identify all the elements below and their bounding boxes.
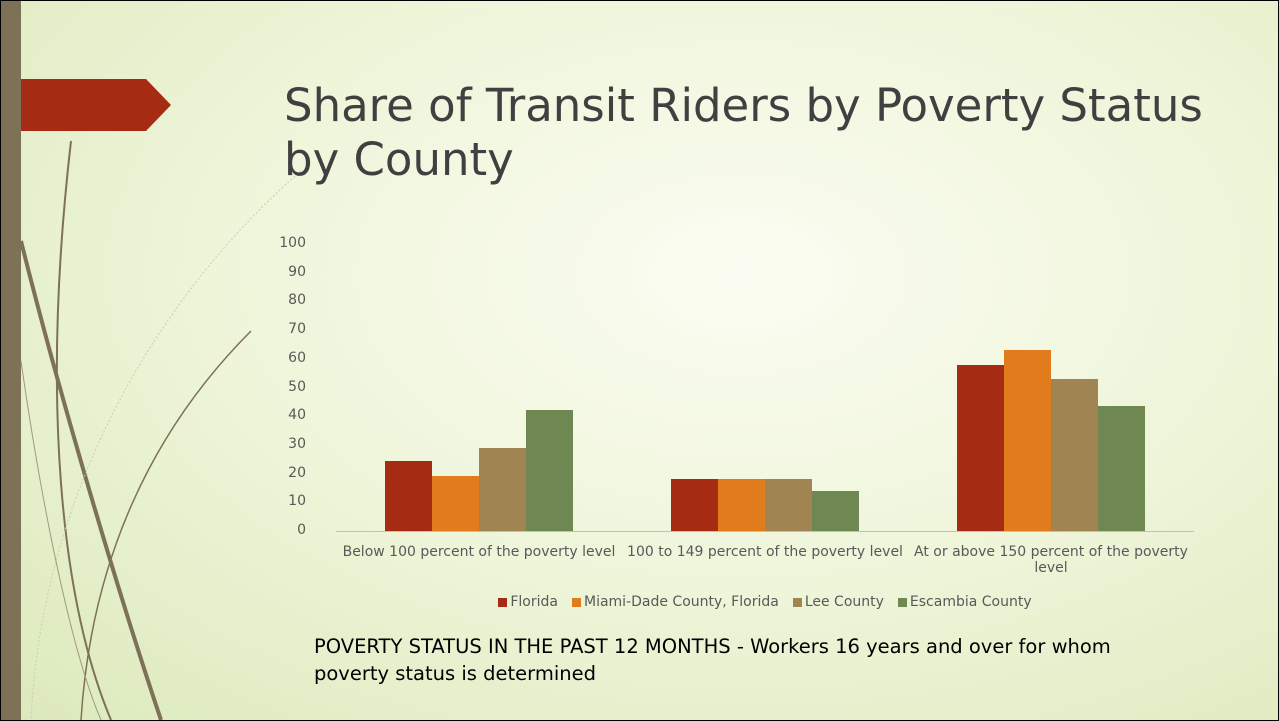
- x-tick-label: 100 to 149 percent of the poverty level: [625, 544, 905, 560]
- bar: [432, 476, 479, 531]
- bar: [1004, 350, 1051, 531]
- y-tick-label: 50: [266, 379, 306, 395]
- y-tick-label: 80: [266, 292, 306, 308]
- legend-swatch: [572, 598, 581, 607]
- x-tick-label: Below 100 percent of the poverty level: [339, 544, 619, 560]
- y-tick-label: 40: [266, 407, 306, 423]
- legend-swatch: [898, 598, 907, 607]
- legend-label: Florida: [510, 594, 558, 610]
- legend-item: Florida: [498, 594, 558, 610]
- bar: [718, 479, 765, 531]
- bar: [526, 410, 573, 531]
- y-tick-label: 100: [266, 235, 306, 251]
- y-tick-label: 10: [266, 493, 306, 509]
- y-tick-label: 0: [266, 522, 306, 538]
- legend-item: Escambia County: [898, 594, 1032, 610]
- bar: [479, 448, 526, 531]
- bar: [385, 461, 432, 531]
- bar: [812, 491, 859, 531]
- legend-label: Escambia County: [910, 594, 1032, 610]
- legend: Florida Miami-Dade County, Florida Lee Cou…: [336, 594, 1194, 610]
- legend-swatch: [793, 598, 802, 607]
- y-tick-label: 90: [266, 264, 306, 280]
- x-axis-line: [336, 531, 1194, 532]
- legend-label: Lee County: [805, 594, 884, 610]
- legend-item: Miami-Dade County, Florida: [572, 594, 779, 610]
- bar: [671, 479, 718, 531]
- caption: POVERTY STATUS IN THE PAST 12 MONTHS - W…: [314, 633, 1154, 687]
- slide: Share of Transit Riders by Poverty Statu…: [0, 0, 1279, 721]
- bar: [1098, 406, 1145, 531]
- bar: [957, 365, 1004, 531]
- legend-label: Miami-Dade County, Florida: [584, 594, 779, 610]
- x-tick-label: At or above 150 percent of the poverty l…: [911, 544, 1191, 576]
- y-tick-label: 60: [266, 350, 306, 366]
- y-tick-label: 30: [266, 436, 306, 452]
- legend-item: Lee County: [793, 594, 884, 610]
- page: Share of Transit Riders by Poverty Statu…: [0, 0, 1279, 721]
- bar: [765, 479, 812, 531]
- y-tick-label: 70: [266, 321, 306, 337]
- y-tick-label: 20: [266, 465, 306, 481]
- legend-swatch: [498, 598, 507, 607]
- chart: 0 10 20 30 40 50 60 70 80 90 100 Below 100 percent …: [1, 1, 1278, 720]
- bar: [1051, 379, 1098, 531]
